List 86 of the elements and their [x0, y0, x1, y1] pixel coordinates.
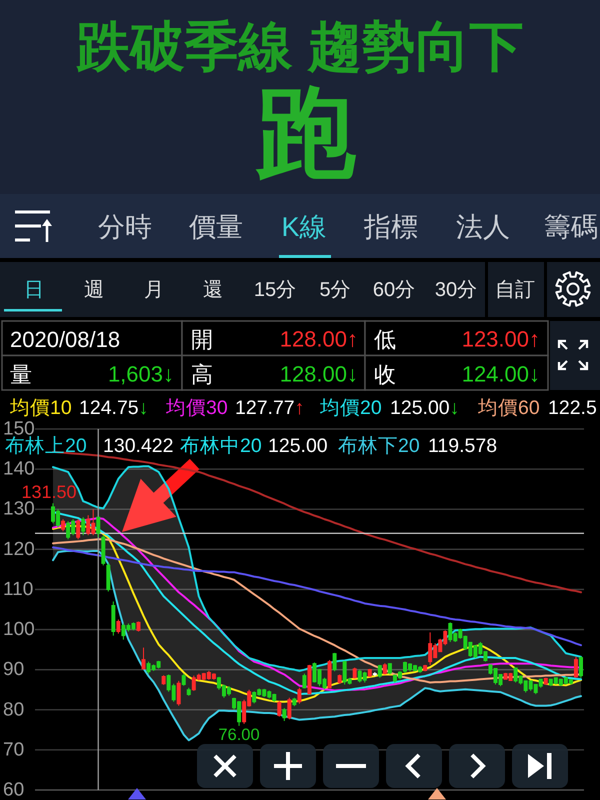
candlestick — [81, 516, 86, 536]
candlestick — [423, 664, 428, 672]
text: 低 — [374, 326, 396, 352]
text: 60分 — [372, 279, 416, 301]
text: K線 — [281, 212, 327, 242]
text: 124.00↓ — [462, 362, 540, 386]
y-tick-label: 80 — [3, 699, 24, 720]
candlestick — [328, 660, 332, 689]
y-tick-label: 100 — [3, 619, 35, 640]
candlestick — [282, 708, 286, 722]
text: 均價10 — [9, 397, 72, 419]
candlestick — [332, 652, 337, 672]
candlestick — [186, 687, 191, 696]
y-tick-label: 120 — [3, 538, 35, 560]
text: 量 — [10, 362, 32, 386]
candlestick — [382, 662, 387, 675]
text: 價量 — [189, 212, 243, 242]
y-tick-label: 140 — [3, 458, 35, 480]
candlestick — [96, 516, 100, 538]
candlestick — [579, 656, 583, 678]
text: 月 — [144, 279, 164, 301]
annotation: 布林中20 — [180, 435, 262, 457]
candlestick — [162, 674, 166, 686]
text: 日 — [24, 279, 44, 301]
text: 124.75↓ — [79, 397, 148, 419]
candlestick — [106, 562, 110, 592]
candlestick — [302, 673, 306, 690]
candlestick — [352, 667, 357, 679]
candlestick — [136, 621, 140, 632]
text: 均價60 — [477, 397, 540, 419]
text: 自訂 — [495, 279, 535, 301]
line-series — [52, 538, 582, 684]
text: 均價30 — [165, 397, 228, 419]
candlestick — [176, 680, 181, 706]
text: 還 — [203, 279, 223, 301]
candlestick — [142, 647, 146, 670]
candlestick — [378, 664, 382, 678]
text: 週 — [84, 279, 104, 301]
text: 分時 — [98, 212, 152, 242]
text: 開 — [191, 326, 213, 352]
annotation: 125.00 — [268, 435, 328, 457]
text: 123.00↑ — [462, 326, 540, 352]
candlestick — [338, 674, 342, 684]
candlestick — [61, 518, 66, 532]
text: 127.77↑ — [235, 397, 304, 419]
text: 2020/08/18 — [10, 326, 120, 352]
candlestick — [368, 668, 372, 678]
text: 30分 — [434, 279, 478, 301]
line-series — [52, 546, 582, 646]
text: 5分 — [319, 279, 351, 301]
line-series — [52, 550, 582, 742]
chart-subtitle: 跑 — [255, 77, 357, 189]
text: 籌碼 — [544, 212, 598, 242]
text: 收 — [374, 362, 396, 386]
text: 法人 — [456, 212, 510, 242]
text: 128.00↓ — [280, 362, 358, 386]
y-tick-label: 60 — [3, 780, 24, 800]
candlestick — [388, 662, 392, 675]
annotation: 76.00 — [218, 726, 260, 744]
text: 布林下20 — [338, 435, 420, 457]
candlestick — [277, 700, 282, 718]
candlestick — [101, 534, 106, 566]
candlestick — [297, 687, 302, 704]
text: 122.5 — [548, 397, 597, 419]
candlestick — [111, 600, 116, 636]
candlestick — [574, 656, 578, 678]
candlestick — [544, 677, 548, 686]
candlestick — [287, 697, 292, 720]
candlestick — [292, 697, 296, 707]
text: 均價20 — [319, 397, 382, 419]
candlestick — [116, 619, 120, 634]
candlestick — [76, 518, 80, 540]
chart-title: 跌破季線 趨勢向下 — [75, 17, 524, 77]
candlestick — [182, 673, 186, 686]
text: 125.00↓ — [390, 397, 460, 419]
text: 15分 — [254, 279, 296, 301]
text: 指標 — [363, 212, 418, 242]
text: 1,603↓ — [108, 362, 174, 386]
text: 高 — [191, 362, 213, 386]
candlestick — [372, 672, 377, 677]
annotation: 130.422 — [103, 435, 174, 457]
y-tick-label: 110 — [3, 578, 34, 600]
annotation: 119.578 — [428, 435, 498, 457]
y-tick-label: 90 — [3, 659, 24, 680]
y-tick-label: 70 — [3, 739, 24, 760]
text: 128.00↑ — [280, 326, 358, 352]
